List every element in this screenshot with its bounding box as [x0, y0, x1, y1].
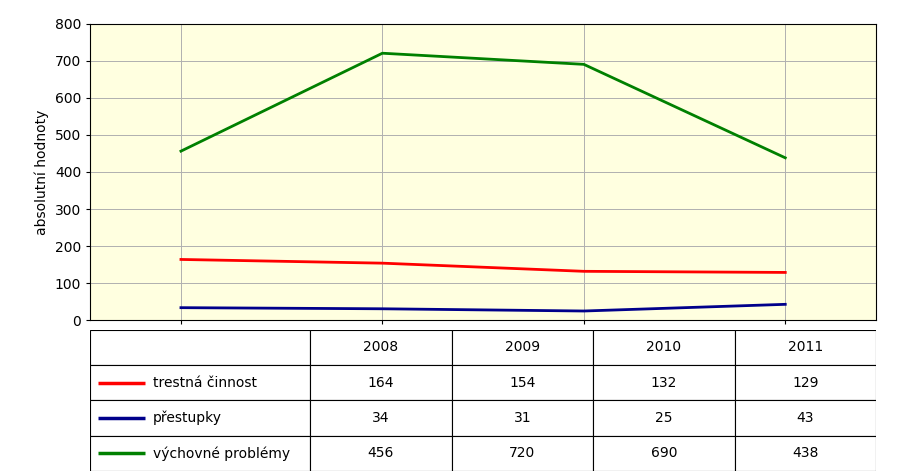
FancyBboxPatch shape — [593, 365, 733, 400]
Text: 154: 154 — [509, 376, 535, 390]
FancyBboxPatch shape — [593, 436, 733, 471]
FancyBboxPatch shape — [90, 436, 310, 471]
FancyBboxPatch shape — [310, 400, 451, 436]
FancyBboxPatch shape — [451, 436, 593, 471]
Text: 164: 164 — [367, 376, 394, 390]
Text: 456: 456 — [367, 447, 394, 460]
Text: 31: 31 — [513, 411, 530, 425]
FancyBboxPatch shape — [733, 436, 875, 471]
FancyBboxPatch shape — [593, 400, 733, 436]
Text: 438: 438 — [791, 447, 817, 460]
FancyBboxPatch shape — [451, 365, 593, 400]
FancyBboxPatch shape — [90, 365, 310, 400]
Text: 2011: 2011 — [787, 341, 822, 354]
FancyBboxPatch shape — [733, 400, 875, 436]
Text: trestná činnost: trestná činnost — [153, 376, 257, 390]
FancyBboxPatch shape — [310, 330, 451, 365]
Text: 2008: 2008 — [363, 341, 398, 354]
Text: 43: 43 — [796, 411, 813, 425]
FancyBboxPatch shape — [593, 330, 733, 365]
FancyBboxPatch shape — [451, 330, 593, 365]
FancyBboxPatch shape — [310, 436, 451, 471]
Y-axis label: absolutní hodnoty: absolutní hodnoty — [35, 109, 50, 235]
FancyBboxPatch shape — [90, 400, 310, 436]
Text: výchovné problémy: výchovné problémy — [153, 446, 290, 461]
FancyBboxPatch shape — [733, 330, 875, 365]
Text: 690: 690 — [649, 447, 676, 460]
Text: přestupky: přestupky — [153, 411, 222, 425]
Text: 25: 25 — [654, 411, 672, 425]
Text: 132: 132 — [649, 376, 676, 390]
Text: 129: 129 — [791, 376, 817, 390]
FancyBboxPatch shape — [310, 365, 451, 400]
FancyBboxPatch shape — [733, 365, 875, 400]
FancyBboxPatch shape — [451, 400, 593, 436]
Text: 2010: 2010 — [646, 341, 681, 354]
Text: 720: 720 — [509, 447, 535, 460]
Text: 2009: 2009 — [504, 341, 539, 354]
Text: 34: 34 — [372, 411, 390, 425]
FancyBboxPatch shape — [90, 330, 310, 365]
